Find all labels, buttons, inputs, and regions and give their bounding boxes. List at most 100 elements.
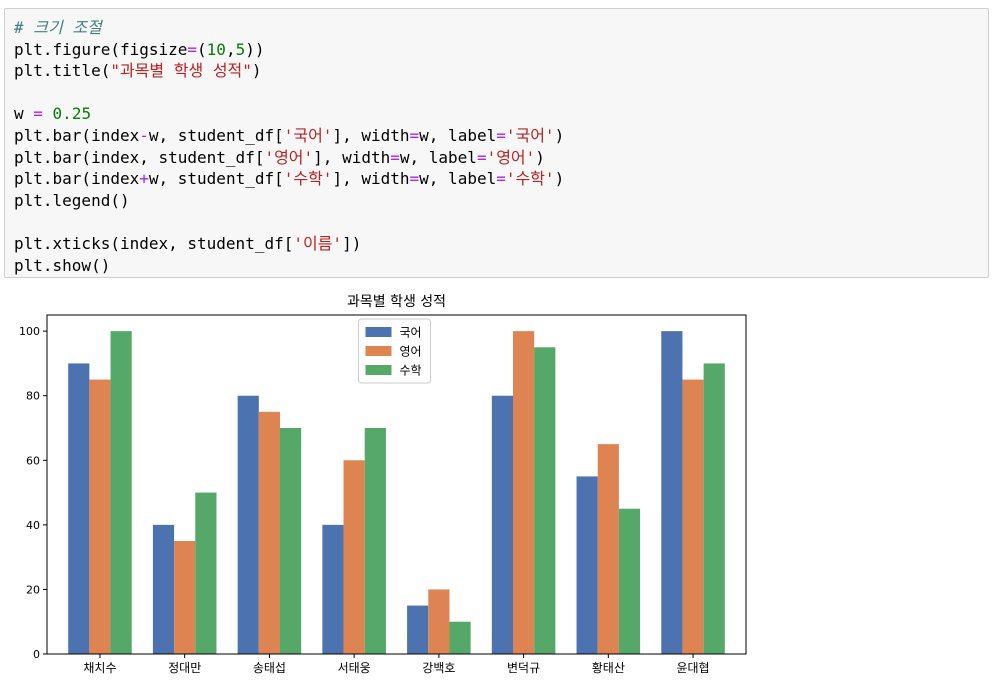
bar-영어-송태섭 xyxy=(258,411,280,654)
code-token: = xyxy=(496,169,506,189)
code-token: ( xyxy=(197,39,207,59)
code-token: plt.bar(index xyxy=(14,125,140,145)
bar-chart: 과목별 학생 성적 0 20 40 60 80 100 채치수 정대만 송태섭 서태웅 강백호 변덕… xyxy=(19,294,747,675)
x-tick-label: 송태섭 xyxy=(253,661,286,675)
code-token: = xyxy=(33,104,43,124)
bar-국어-변덕규 xyxy=(491,395,513,654)
code-token: '수학' xyxy=(505,169,555,189)
code-token: ], width xyxy=(332,125,410,145)
legend-swatch xyxy=(365,346,392,356)
code-token: '국어' xyxy=(283,125,333,145)
legend-swatch xyxy=(365,365,392,375)
code-token: '영어' xyxy=(486,147,536,167)
code-token xyxy=(43,104,53,123)
code-line: # 크기 조절 xyxy=(14,17,988,39)
code-line: w = 0.25 xyxy=(14,103,988,125)
code-line xyxy=(14,211,988,233)
code-token: ]) xyxy=(342,233,362,253)
legend-swatch xyxy=(365,327,392,337)
code-line: plt.bar(index+w, student_df[ '수학' ], width… xyxy=(14,168,988,190)
code-token: ) xyxy=(554,169,565,189)
bar-국어-강백호 xyxy=(407,605,429,654)
code-token: 10 xyxy=(206,39,226,59)
code-token: ) xyxy=(535,147,545,167)
code-token: - xyxy=(139,125,149,145)
x-tick-label: 윤대협 xyxy=(676,661,709,675)
y-tick-label: 80 xyxy=(26,390,40,403)
code-line: plt.bar(index, student_df['영어'], width=w… xyxy=(14,147,988,169)
chart-output: 과목별 학생 성적 0 20 40 60 80 100 채치수 정대만 송태섭 서태웅 강백호 변덕… xyxy=(0,285,760,695)
code-token: 5 xyxy=(235,39,246,59)
code-token: ], width xyxy=(313,147,391,167)
code-token: 0.25 xyxy=(52,104,92,124)
bar-영어-정대만 xyxy=(174,541,196,654)
bar-국어-서태웅 xyxy=(322,524,344,654)
code-token: = xyxy=(409,125,420,145)
code-token: = xyxy=(476,147,487,167)
legend-label: 수학 xyxy=(400,364,422,378)
chart-title: 과목별 학생 성적 xyxy=(347,294,446,310)
code-token: w, label xyxy=(399,147,477,167)
x-tick-label: 정대만 xyxy=(168,661,201,675)
code-token: plt.bar(index xyxy=(14,169,140,189)
code-token: plt.figure(figsize xyxy=(14,39,188,59)
code-token: '영어' xyxy=(264,147,314,167)
bar-수학-황태산 xyxy=(618,508,641,654)
code-cell[interactable]: # 크기 조절 plt.figure(figsize=(10,5)) plt.tit… xyxy=(4,8,989,278)
y-tick-label: 20 xyxy=(26,583,40,596)
code-token: ) xyxy=(251,61,262,81)
code-token: w, label xyxy=(419,169,497,189)
bar-국어-윤대협 xyxy=(661,331,683,654)
code-token: w, label xyxy=(419,125,497,145)
y-axis: 0 20 40 60 80 100 xyxy=(19,325,47,661)
code-token: '이름' xyxy=(293,233,343,253)
code-token: ], width xyxy=(332,169,410,189)
bar-국어-채치수 xyxy=(68,363,90,654)
x-tick-label: 변덕규 xyxy=(507,661,540,675)
code-token: # 크기 조절 xyxy=(14,18,102,37)
code-editor[interactable]: # 크기 조절 plt.figure(figsize=(10,5)) plt.tit… xyxy=(14,17,988,276)
code-line xyxy=(14,82,988,104)
code-token: w xyxy=(14,104,34,124)
code-token: plt.show() xyxy=(14,255,111,275)
code-token: = xyxy=(390,147,400,167)
bar-수학-서태웅 xyxy=(364,428,386,654)
code-token: plt.bar(index, student_df[ xyxy=(14,147,265,167)
code-token: '국어' xyxy=(505,125,555,145)
bar-국어-송태섭 xyxy=(237,395,259,654)
code-token: , xyxy=(225,39,236,59)
code-line: plt.bar(index-w, student_df['국어'], width… xyxy=(14,125,988,147)
bar-수학-윤대협 xyxy=(703,363,725,654)
y-tick-label: 100 xyxy=(19,325,40,338)
code-token: + xyxy=(139,169,149,189)
code-token: "과목별 학생 성적" xyxy=(110,61,252,81)
code-token: = xyxy=(496,125,506,145)
bar-수학-채치수 xyxy=(110,331,132,654)
bar-수학-변덕규 xyxy=(534,347,556,654)
code-line: plt.xticks(index, student_df['이름']) xyxy=(14,233,988,255)
bar-국어-황태산 xyxy=(576,476,598,654)
bar-영어-변덕규 xyxy=(513,331,535,654)
bar-영어-강백호 xyxy=(428,589,450,654)
bar-수학-강백호 xyxy=(449,621,471,654)
code-token: ) xyxy=(554,125,565,145)
code-token: w, student_df[ xyxy=(148,169,284,189)
bar-영어-채치수 xyxy=(89,379,111,654)
plot-frame xyxy=(46,314,747,655)
x-tick-label: 황태산 xyxy=(592,661,625,675)
code-token: plt.xticks(index, student_df[ xyxy=(14,233,294,253)
x-tick-label: 채치수 xyxy=(83,661,116,675)
code-token: w, student_df[ xyxy=(148,125,284,145)
code-token: )) xyxy=(245,39,265,59)
code-token: = xyxy=(409,169,420,189)
y-tick-label: 60 xyxy=(26,454,40,467)
bar-영어-윤대협 xyxy=(682,379,704,654)
code-token: plt.legend() xyxy=(14,190,130,210)
y-tick-label: 40 xyxy=(26,519,40,532)
x-tick-label: 서태웅 xyxy=(338,661,371,675)
bar-수학-정대만 xyxy=(195,492,217,654)
code-line: plt.figure(figsize=(10,5)) xyxy=(14,39,988,61)
code-line: plt.show() xyxy=(14,255,988,277)
x-axis: 채치수 정대만 송태섭 서태웅 강백호 변덕규 황태산 윤대협 xyxy=(83,654,710,675)
